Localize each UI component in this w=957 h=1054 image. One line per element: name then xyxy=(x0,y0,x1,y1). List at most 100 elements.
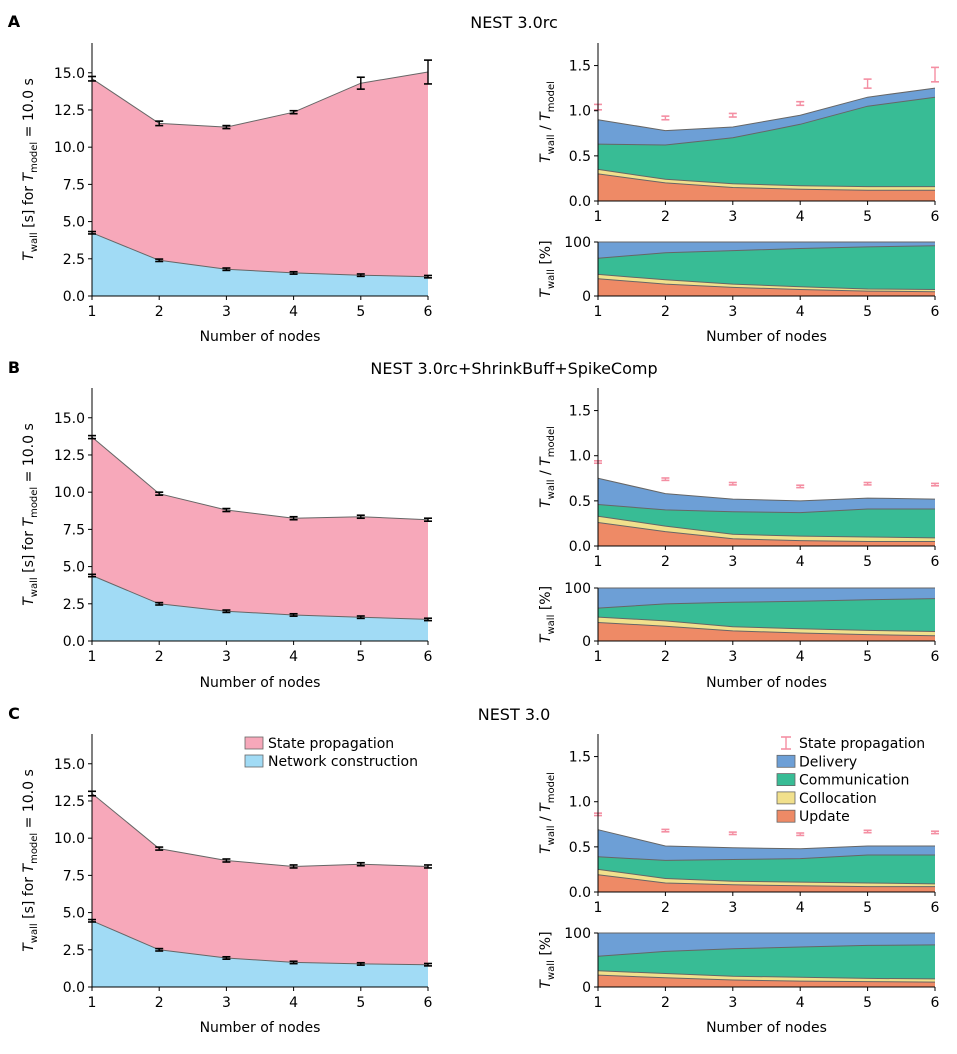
panel-title: NEST 3.0 xyxy=(478,705,551,724)
left-y-tick-label: 5.0 xyxy=(63,560,85,576)
legend-swatch xyxy=(776,754,796,768)
right-top-y-tick-label: 0.0 xyxy=(569,885,591,901)
y-axis-label-right-top-part: model xyxy=(546,772,557,803)
right-bottom-x-tick-label: 6 xyxy=(931,304,940,320)
y-axis-label-right-top-part: wall xyxy=(546,134,557,154)
area-state-propagation xyxy=(92,437,428,620)
area-update xyxy=(598,874,935,892)
y-axis-label-right-top-part: T xyxy=(538,802,554,812)
right-top-x-tick-label: 5 xyxy=(863,209,872,225)
line-network-construction xyxy=(91,920,429,966)
left-y-tick-label: 12.5 xyxy=(54,448,85,464)
right-top-y-tick-label: 0.5 xyxy=(569,149,591,165)
area-communication xyxy=(598,97,935,187)
legend-label: Communication xyxy=(799,773,909,789)
left-y-tick-label: 2.5 xyxy=(63,943,85,959)
line-communication xyxy=(597,96,936,146)
right-bottom-x-tick-label: 5 xyxy=(863,995,872,1011)
right-bottom-y-tick-label: 100 xyxy=(564,926,591,942)
line-network-construction xyxy=(91,232,429,278)
left-x-tick-label: 2 xyxy=(155,304,164,320)
area-communication xyxy=(598,504,935,538)
right-bottom-x-tick-label: 2 xyxy=(661,649,670,665)
right-bottom-y-tick-label: 100 xyxy=(564,235,591,251)
right-top-x-tick-label: 3 xyxy=(728,554,737,570)
legend-swatch xyxy=(776,791,796,805)
right-top-x-tick-label: 5 xyxy=(863,554,872,570)
left-x-tick-label: 5 xyxy=(356,304,365,320)
y-axis-label-left-part: T xyxy=(21,942,37,952)
area-communication-pct xyxy=(598,944,935,979)
legend-swatch xyxy=(244,754,264,768)
right-top-y-tick-label: 0.5 xyxy=(569,494,591,510)
y-axis-label-left-part: wall xyxy=(29,577,40,597)
area-communication-pct xyxy=(598,598,935,632)
area-state-propagation xyxy=(92,72,428,277)
left-chart: 0.0 2.5 5.0 7.5 10.0 12.5 15.0 1 2 3 4 5 6 Number of … xyxy=(21,734,433,1036)
line-communication xyxy=(597,504,935,514)
x-axis-label: Number of nodes xyxy=(200,329,321,345)
x-axis-label: Number of nodes xyxy=(200,1020,321,1036)
line-communication-pct xyxy=(597,245,936,259)
left-y-tick-label: 2.5 xyxy=(63,597,85,613)
right-top-x-tick-label: 2 xyxy=(661,209,670,225)
line-update-pct xyxy=(597,278,936,293)
right-bottom-y-tick-label: 100 xyxy=(564,581,591,597)
line-delivery xyxy=(597,87,936,132)
panel-title: NEST 3.0rc+ShrinkBuff+SpikeComp xyxy=(370,359,657,378)
right-bottom-x-tick-label: 5 xyxy=(863,304,872,320)
area-communication-pct xyxy=(598,245,935,290)
right-bottom-x-tick-label: 1 xyxy=(594,649,603,665)
left-y-tick-label: 2.5 xyxy=(63,252,85,268)
right-top-x-tick-label: 2 xyxy=(661,554,670,570)
right-top-x-tick-label: 6 xyxy=(931,209,940,225)
y-axis-label-right-top-part: model xyxy=(546,81,557,112)
panel-c: C NEST 3.00.02.55.07.510.012.515.01 2 3 4 5 6N… xyxy=(8,704,939,1036)
y-axis-label-left-part: = 10.0 s xyxy=(21,769,37,833)
left-x-tick-label: 5 xyxy=(356,995,365,1011)
line-total xyxy=(91,436,429,521)
area-delivery xyxy=(598,88,935,145)
y-axis-label-right-bottom-part: wall xyxy=(546,960,557,980)
y-axis-label-left-part: model xyxy=(29,833,40,864)
legend-label: Update xyxy=(799,809,850,825)
right-top-y-tick-label: 1.0 xyxy=(569,449,591,465)
right-top-y-tick-label: 0.0 xyxy=(569,194,591,210)
y-axis-label-right-top-part: / xyxy=(538,121,554,135)
left-x-tick-label: 6 xyxy=(424,649,433,665)
right-top-chart: 0.0 0.5 1.0 1.5 1 2 3 4 5 6 Twall / Tmodel xyxy=(538,388,940,570)
left-y-tick-label: 5.0 xyxy=(63,215,85,231)
y-axis-label-left-part: model xyxy=(29,487,40,518)
y-axis-label-right-top-part: model xyxy=(546,426,557,457)
panel-letter: A xyxy=(8,12,21,31)
left-x-tick-label: 2 xyxy=(155,995,164,1011)
right-top-x-tick-label: 4 xyxy=(796,209,805,225)
y-axis-label-left-part: = 10.0 s xyxy=(21,78,37,142)
right-top-x-tick-label: 2 xyxy=(661,900,670,916)
right-bottom-chart: 0 100 1 2 3 4 5 6 Number of nodes Twall [%] xyxy=(538,235,940,345)
y-axis-label-right-top-part: wall xyxy=(546,825,557,845)
x-axis-label: Number of nodes xyxy=(706,675,827,691)
left-x-tick-label: 1 xyxy=(88,304,97,320)
line-update xyxy=(597,173,935,191)
area-communication xyxy=(598,855,935,884)
right-bottom-x-tick-label: 5 xyxy=(863,649,872,665)
line-collocation-pct xyxy=(597,970,936,980)
right-top-y-tick-label: 1.0 xyxy=(569,795,591,811)
right-top-x-tick-label: 6 xyxy=(931,554,940,570)
y-axis-label-right-top-part: / xyxy=(538,466,554,480)
y-axis-label-left-part: T xyxy=(21,171,37,181)
y-axis-label-right-top: Twall / Tmodel xyxy=(538,772,557,854)
line-update xyxy=(597,522,935,542)
right-top-y-tick-label: 1.5 xyxy=(569,750,591,766)
left-y-tick-label: 15.0 xyxy=(54,411,85,427)
left-y-tick-label: 7.5 xyxy=(63,522,85,538)
left-y-tick-label: 0.0 xyxy=(63,634,85,650)
x-axis-label: Number of nodes xyxy=(706,1020,827,1036)
area-state-propagation xyxy=(92,793,428,965)
y-axis-label-right-top: Twall / Tmodel xyxy=(538,426,557,508)
area-collocation-pct xyxy=(598,970,935,983)
right-top-x-tick-label: 1 xyxy=(594,209,603,225)
right-top-chart: 0.0 0.5 1.0 1.5 1 2 3 4 5 6 Twall / Tmodel xyxy=(538,734,940,916)
right-bottom-x-tick-label: 3 xyxy=(728,304,737,320)
